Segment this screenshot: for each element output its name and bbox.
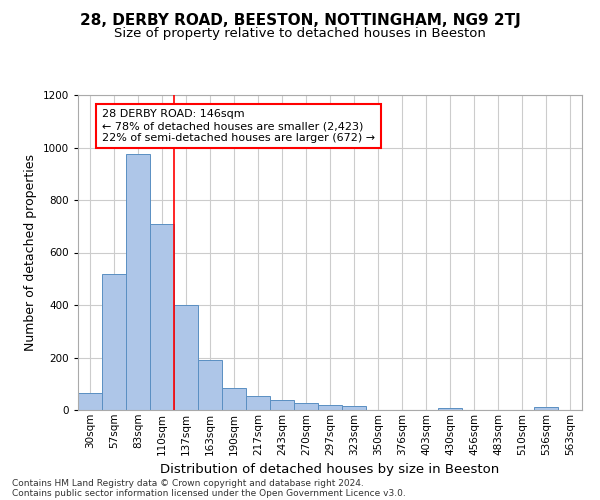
Bar [342,406,366,410]
Bar [102,274,126,410]
Text: 28 DERBY ROAD: 146sqm
← 78% of detached houses are smaller (2,423)
22% of semi-d: 28 DERBY ROAD: 146sqm ← 78% of detached … [102,110,375,142]
Y-axis label: Number of detached properties: Number of detached properties [24,154,37,351]
Text: Size of property relative to detached houses in Beeston: Size of property relative to detached ho… [114,28,486,40]
Bar [126,154,150,410]
Bar [294,402,318,410]
Bar [78,393,102,410]
Bar [174,305,198,410]
Bar [198,360,222,410]
Bar [318,406,342,410]
Bar [534,408,558,410]
Bar [246,396,270,410]
Text: Contains public sector information licensed under the Open Government Licence v3: Contains public sector information licen… [12,488,406,498]
Text: 28, DERBY ROAD, BEESTON, NOTTINGHAM, NG9 2TJ: 28, DERBY ROAD, BEESTON, NOTTINGHAM, NG9… [80,12,520,28]
X-axis label: Distribution of detached houses by size in Beeston: Distribution of detached houses by size … [160,463,500,476]
Text: Contains HM Land Registry data © Crown copyright and database right 2024.: Contains HM Land Registry data © Crown c… [12,478,364,488]
Bar [438,408,462,410]
Bar [270,400,294,410]
Bar [150,224,174,410]
Bar [222,388,246,410]
